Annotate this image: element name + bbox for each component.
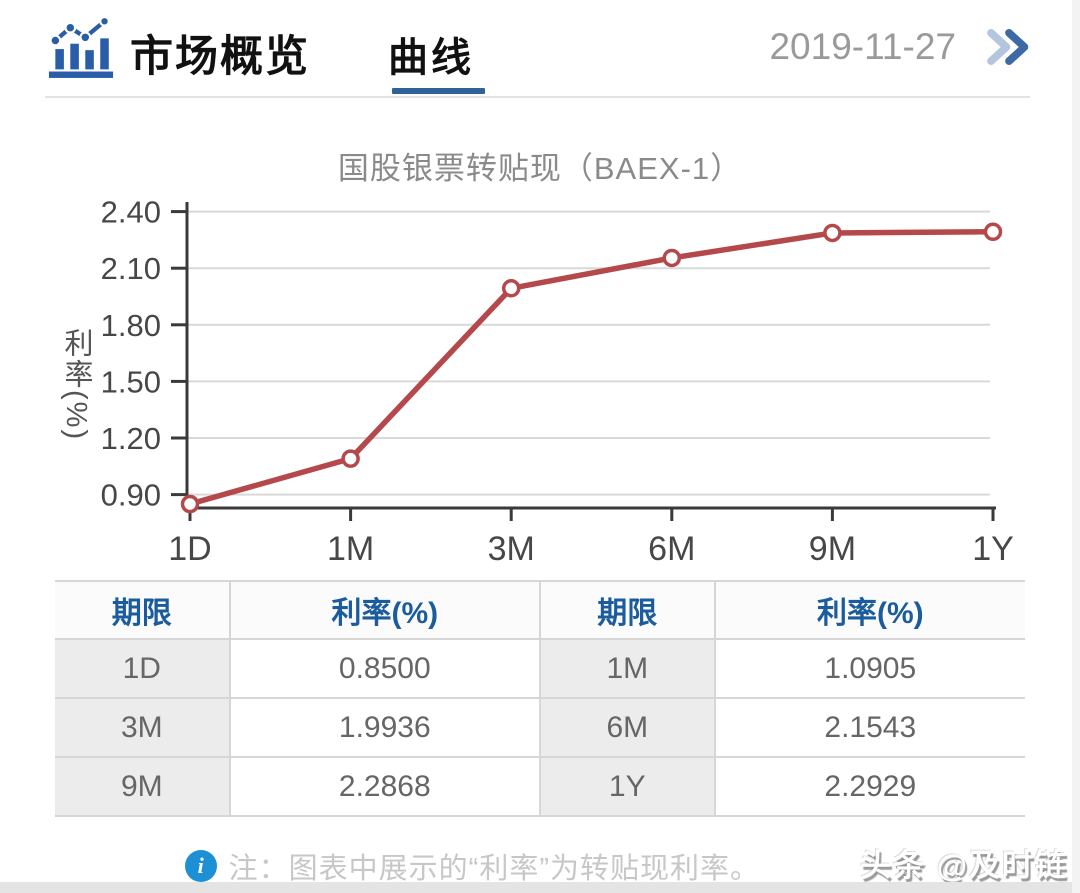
y-tick-label: 1.50 [101,364,161,399]
table-header-row: 期限 利率(%) 期限 利率(%) [55,580,1025,640]
note-bar: i 注：图表中展示的“利率”为转贴现利率。 [0,845,760,887]
y-tick-label: 0.90 [101,478,161,513]
y-axis-title: 利率(%) [60,328,92,442]
tab-curve[interactable]: 曲线 [388,36,474,80]
rate-cell: 1.9936 [228,697,541,758]
rate-cell: 0.8500 [228,638,541,699]
right-edge [1072,0,1080,893]
data-point-marker [823,223,842,243]
y-tick-label: 1.80 [101,308,161,343]
rate-cell: 2.2929 [713,756,1025,817]
rate-curve-chart: 0.90 1.20 1.50 1.80 2.10 2.40 1D 1M 3M 6M 9M 1Y [101,195,1014,568]
chart-title: 国股银票转贴现（BAEX-1） [337,151,743,186]
data-point-marker [662,248,682,268]
rate-cell: 2.2868 [228,756,541,817]
double-chevron-right-icon[interactable] [984,29,1034,65]
rate-line [187,229,996,507]
info-icon: i [184,850,217,882]
term-cell: 1D [55,638,231,699]
table-header-cell: 利率(%) [713,580,1025,640]
watermark: 头条 @及时链 [860,848,1068,883]
table-header-cell: 期限 [538,580,716,640]
term-cell: 9M [55,756,231,817]
data-point-marker [501,279,521,298]
term-cell: 1Y [538,756,716,817]
y-tick-label: 1.20 [101,421,161,456]
tab-active-underline [392,88,485,94]
x-tick-label: 1D [168,530,211,568]
table-row: 9M 2.2868 1Y 2.2929 [55,756,1025,817]
table-row: 3M 1.9936 6M 2.1543 [55,697,1025,758]
x-tick-label: 1M [327,530,374,568]
data-point-marker [983,222,1003,242]
table-header-cell: 期限 [55,580,231,640]
table-row: 1D 0.8500 1M 1.0905 [55,638,1025,699]
rates-table: 期限 利率(%) 期限 利率(%) 1D 0.8500 1M 1.0905 3M 1.9936 6… [55,580,1025,817]
term-cell: 3M [55,697,231,758]
bottom-strip [0,882,1080,893]
date-selector[interactable]: 2019-11-27 [769,26,956,67]
bar-line-chart-icon [48,17,114,78]
term-cell: 6M [538,697,716,758]
x-tick-label: 6M [648,530,695,568]
page-title: 市场概览 [130,33,310,81]
data-point-marker [180,494,200,514]
x-tick-label: 1Y [972,530,1014,568]
y-tick-label: 2.40 [101,195,161,230]
header-divider [45,96,1030,98]
term-cell: 1M [538,638,716,699]
note-text: 注：图表中展示的“利率”为转贴现利率。 [228,853,760,885]
x-tick-label: 3M [488,530,535,568]
x-tick-label: 9M [809,530,856,568]
y-tick-label: 2.10 [101,251,161,286]
rate-cell: 1.0905 [713,638,1025,699]
rate-cell: 2.1543 [713,697,1025,758]
data-point-marker [341,449,360,468]
table-header-cell: 利率(%) [228,580,541,640]
